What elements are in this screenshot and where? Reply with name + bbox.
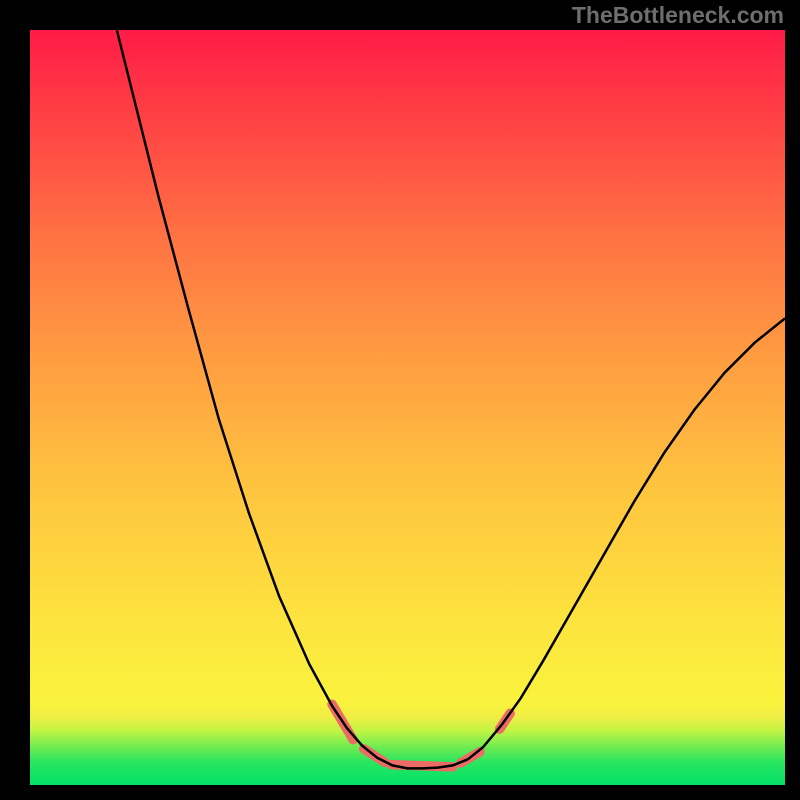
left-curve bbox=[117, 30, 468, 768]
plot-svg-layer bbox=[30, 30, 785, 785]
watermark-text: TheBottleneck.com bbox=[572, 2, 784, 29]
dashed-overlay-group bbox=[332, 704, 510, 767]
chart-container: TheBottleneck.com bbox=[0, 0, 800, 800]
plot-area bbox=[30, 30, 785, 785]
right-curve bbox=[468, 318, 785, 759]
